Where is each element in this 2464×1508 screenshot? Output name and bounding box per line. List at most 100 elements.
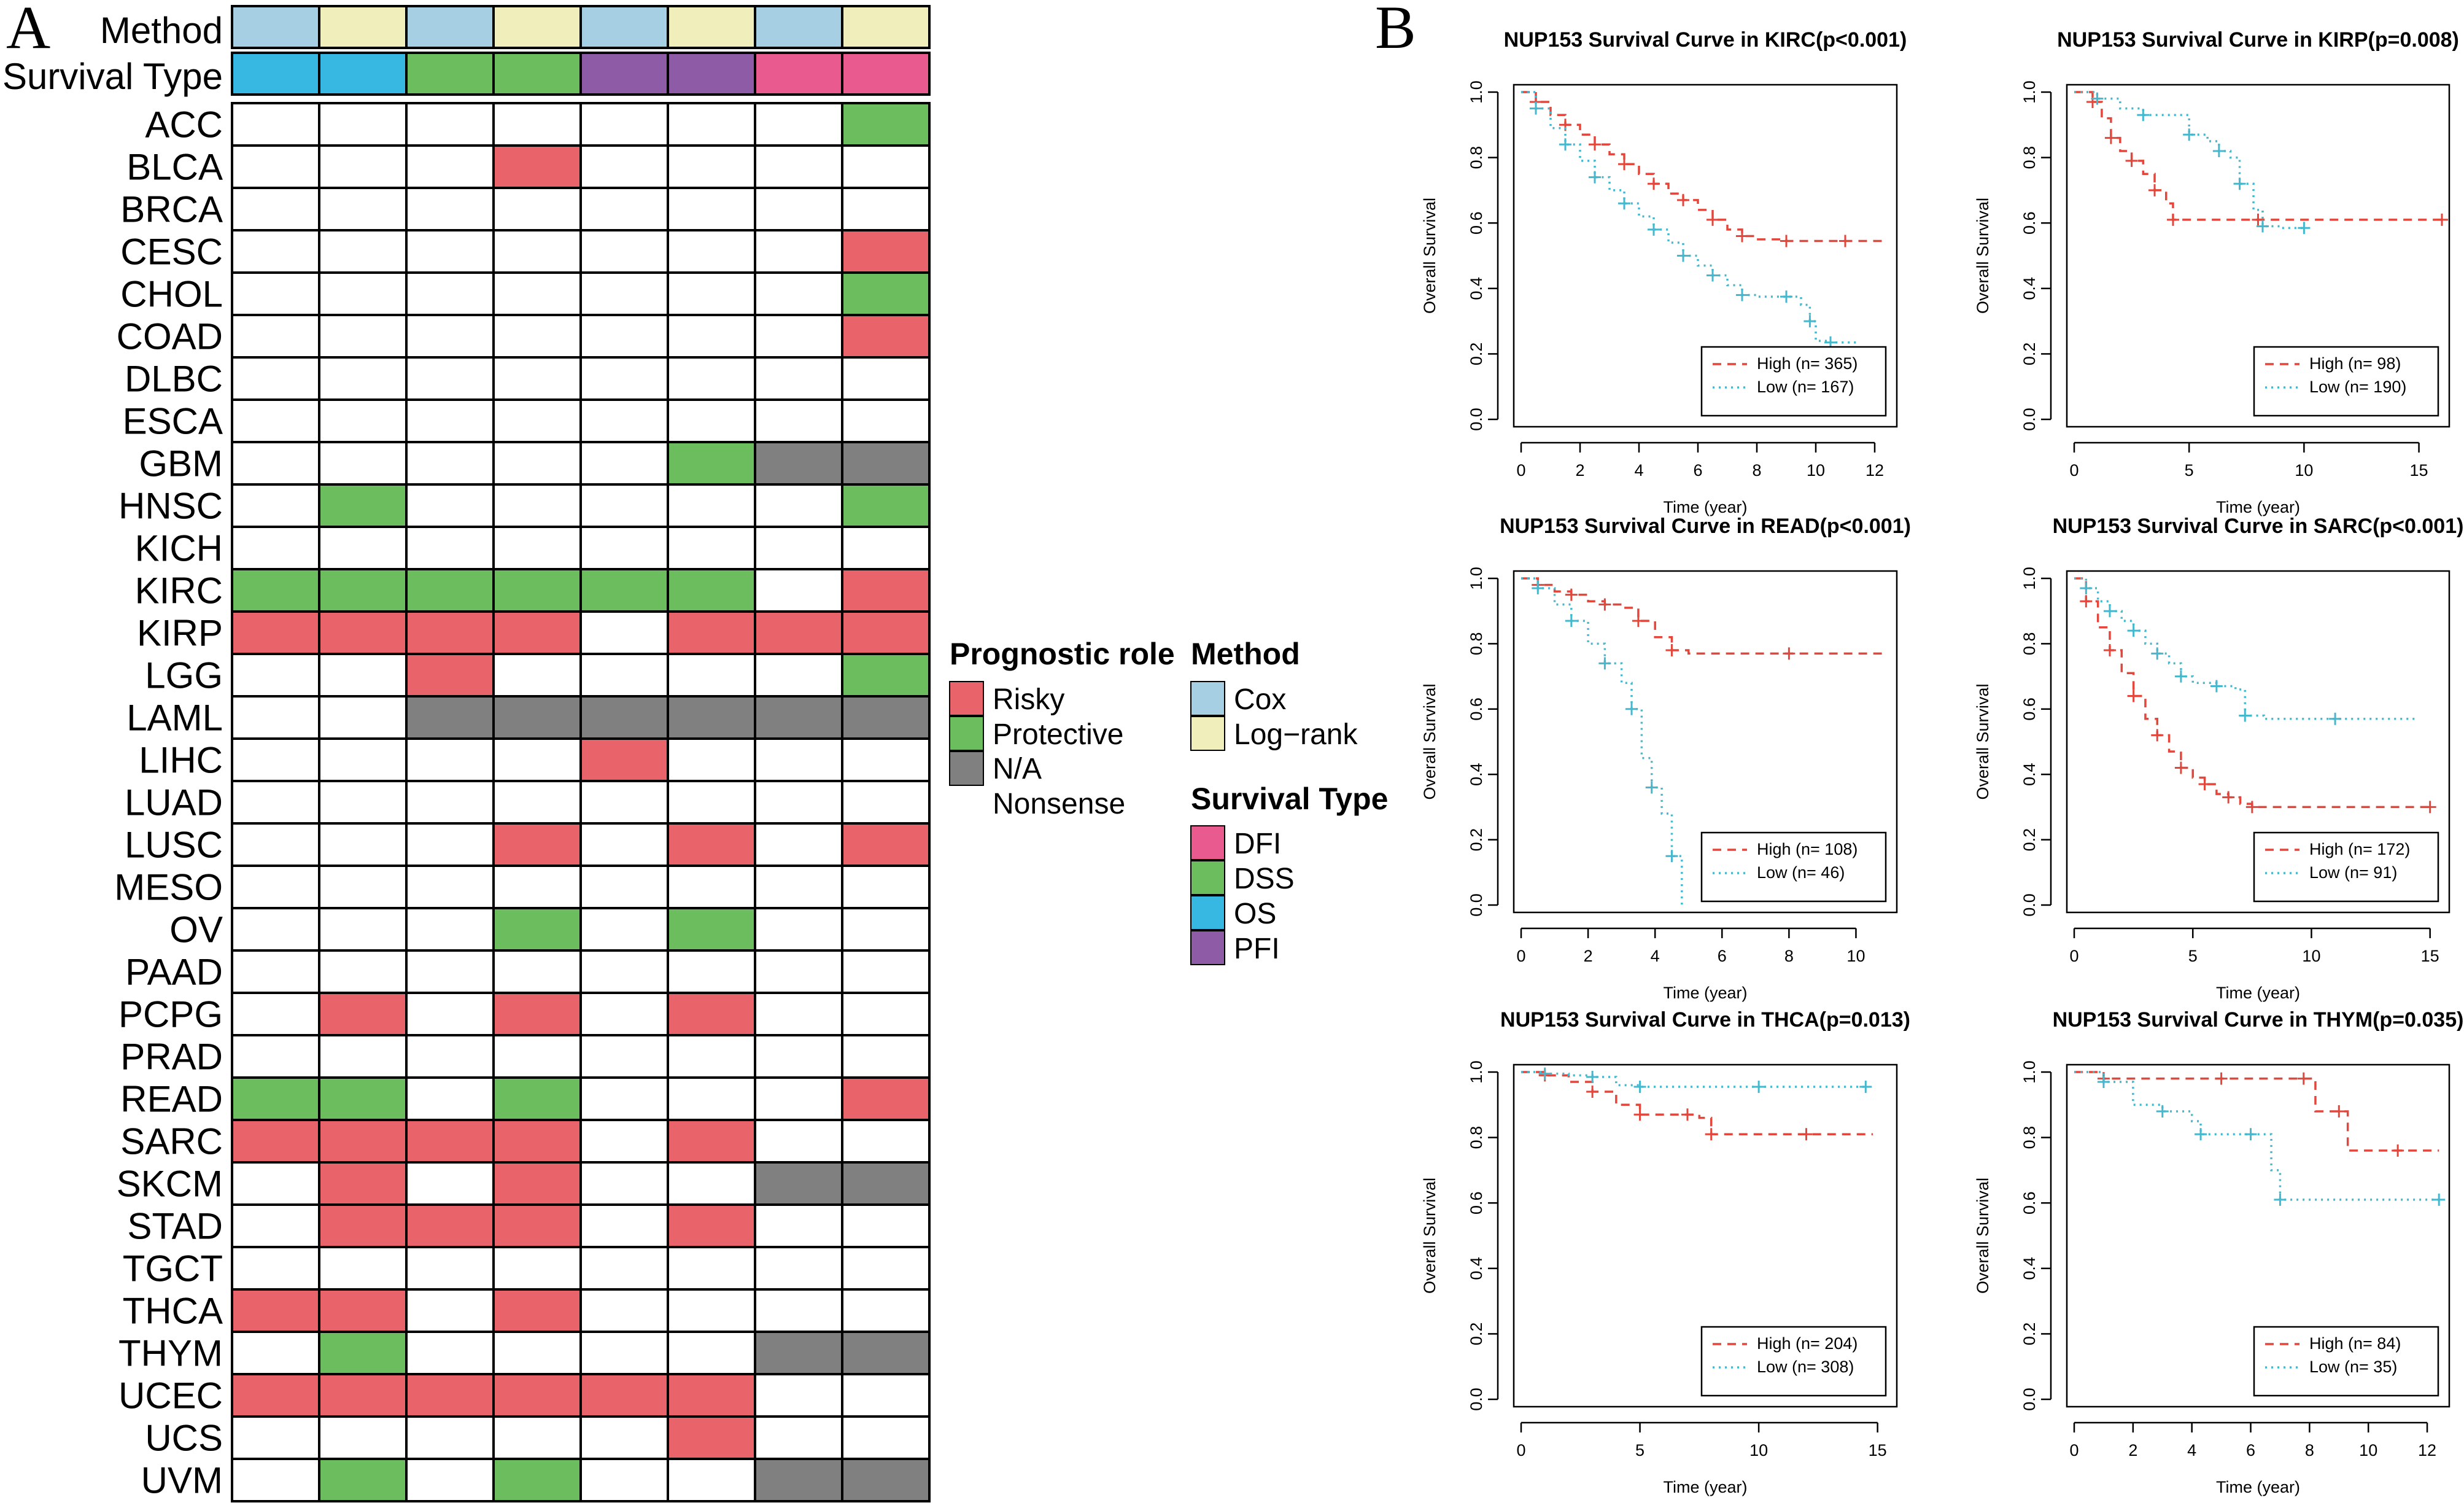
km-x-tick-label: 2 (1575, 461, 1584, 480)
heatmap-cell-kich-2 (318, 526, 408, 570)
km-censor-mark-low (2091, 92, 2104, 105)
km-x-tick-label: 8 (1784, 947, 1794, 965)
heatmap-cell-cesc-2 (318, 229, 408, 274)
km-title: NUP153 Survival Curve in THCA(p=0.013) (1500, 1008, 1910, 1032)
heatmap-cell-lgg-7 (754, 653, 843, 698)
heatmap-cell-chol-7 (754, 271, 843, 316)
km-x-tick-label: 10 (1749, 1441, 1768, 1459)
heatmap-header-labels: Method Survival Type (2, 10, 223, 97)
row-label-coad: COAD (117, 316, 223, 357)
heatmap-cell-skcm-5 (579, 1161, 669, 1206)
heatmap-cell-brca-6 (667, 187, 756, 231)
heatmap-cell-coad-1 (231, 314, 320, 359)
km-x-axis-label: Time (year) (2216, 1478, 2300, 1496)
heatmap-cell-tgct-6 (667, 1246, 756, 1291)
km-curve-low (2074, 1071, 2439, 1201)
km-y-tick-label: 1.0 (2020, 1060, 2039, 1084)
km-y-tick-label: 0.0 (1467, 408, 1486, 431)
heatmap-cell-lusc-2 (318, 822, 408, 867)
row-label-gbm: GBM (139, 443, 223, 484)
km-plot-nup153-survival-curve-in-thym-p-0-035: NUP153 Survival Curve in THYM(p=0.035) 0 2… (1974, 1008, 2463, 1496)
km-censor-mark-low (2151, 647, 2164, 660)
km-censor-mark-low (2195, 1128, 2207, 1141)
heatmap-cell-acc-4 (492, 102, 582, 147)
km-curve-high (1521, 91, 1887, 243)
km-legend-label-low: Low (n= 46) (1757, 863, 1845, 882)
km-y-axis: 0.0 0.2 0.4 0.6 0.8 1.0 Overall Survival (1420, 80, 1499, 431)
heatmap-cell-lihc-3 (405, 737, 495, 782)
heatmap-cell-kirp-6 (667, 610, 756, 655)
heatmap-cell-ov-6 (667, 907, 756, 952)
km-censor-mark-low (1665, 850, 1678, 863)
heatmap-cell-meso-7 (754, 865, 843, 909)
heatmap-cell-kirp-1 (231, 610, 320, 655)
km-legend-label-low: Low (n= 190) (2309, 378, 2406, 396)
row-label-prad: PRAD (120, 1036, 223, 1078)
km-x-tick-label: 2 (1584, 947, 1593, 965)
km-censor-mark-high (2423, 801, 2436, 814)
row-label-hnsc: HNSC (118, 486, 223, 527)
km-censor-mark-low (1532, 581, 1544, 594)
km-plot-nup153-survival-curve-in-sarc-p-0-001: NUP153 Survival Curve in SARC(p<0.001) 0 5… (1974, 515, 2463, 1002)
heatmap-cell-ucec-8 (841, 1373, 931, 1418)
method-cell-cox-7 (754, 5, 843, 49)
method-legend: Method Cox Log−rank (1190, 637, 1358, 751)
heatmap-cell-cesc-3 (405, 229, 495, 274)
heatmap-cell-kirp-3 (405, 610, 495, 655)
km-x-axis: 0 5 10 15 Time (year) (1516, 1421, 1887, 1496)
heatmap-cell-lgg-6 (667, 653, 756, 698)
heatmap-cell-ov-7 (754, 907, 843, 952)
heatmap-cell-thca-6 (667, 1288, 756, 1333)
survival-type-header-label: Survival Type (2, 56, 223, 97)
km-plot-frame (1513, 1063, 1898, 1408)
heatmap-cell-acc-8 (841, 102, 931, 147)
legend-swatch-risky (949, 681, 984, 716)
heatmap-cell-pcpg-8 (841, 992, 931, 1036)
heatmap-cell-brca-4 (492, 187, 582, 231)
heatmap-cell-luad-3 (405, 780, 495, 825)
heatmap-cell-hnsc-6 (667, 483, 756, 528)
km-censor-mark-high (2392, 1144, 2404, 1157)
legend-swatch-pfi (1190, 930, 1225, 965)
heatmap-cell-lusc-7 (754, 822, 843, 867)
km-censor-mark-low (2137, 109, 2150, 122)
km-y-tick-label: 0.8 (1467, 146, 1486, 169)
km-legend-label-low: Low (n= 308) (1757, 1358, 1854, 1376)
heatmap-cell-uvm-7 (754, 1458, 843, 1502)
km-title: NUP153 Survival Curve in THYM(p=0.035) (2053, 1008, 2464, 1032)
heatmap-cell-luad-4 (492, 780, 582, 825)
km-curve-low (1521, 91, 1860, 344)
heatmap-cell-meso-4 (492, 865, 582, 909)
km-legend-label-high: High (n= 84) (2309, 1334, 2401, 1353)
km-x-tick-label: 0 (1516, 461, 1525, 480)
heatmap-cell-paad-5 (579, 949, 669, 994)
heatmap-cell-luad-2 (318, 780, 408, 825)
km-censor-mark-low (2127, 624, 2140, 637)
heatmap-cell-thca-5 (579, 1288, 669, 1333)
row-label-paad: PAAD (125, 952, 223, 993)
method-cell-cox-1 (231, 5, 320, 49)
heatmap-cell-blca-1 (231, 144, 320, 189)
heatmap-cell-prad-5 (579, 1034, 669, 1079)
heatmap-cell-ucs-5 (579, 1415, 669, 1460)
row-label-meso: MESO (114, 867, 223, 908)
km-y-axis-label: Overall Survival (1974, 1178, 1992, 1294)
km-plot-nup153-survival-curve-in-kirp-p-0-008: NUP153 Survival Curve in KIRP(p=0.008) 0 5… (1974, 28, 2459, 516)
heatmap-cell-tgct-2 (318, 1246, 408, 1291)
heatmap-panel: Method Survival Type ACCBLCABRCACESCCHOL… (2, 5, 931, 1502)
km-censor-mark-low (1677, 249, 1689, 262)
heatmap-cell-brca-3 (405, 187, 495, 231)
km-censor-mark-low (1859, 1080, 1872, 1093)
row-label-blca: BLCA (126, 147, 223, 188)
km-y-tick-label: 0.8 (2020, 1126, 2039, 1149)
heatmap-cell-esca-8 (841, 398, 931, 443)
heatmap-cell-read-4 (492, 1076, 582, 1121)
heatmap-cell-ov-3 (405, 907, 495, 952)
heatmap-cell-kich-1 (231, 526, 320, 570)
km-censor-mark-low (1633, 1080, 1646, 1093)
km-censor-mark-high (1783, 647, 1796, 660)
km-censor-mark-high (2333, 1105, 2346, 1117)
heatmap-cell-skcm-8 (841, 1161, 931, 1206)
heatmap-cell-acc-1 (231, 102, 320, 147)
survival-type-cell-os-2 (318, 52, 408, 96)
